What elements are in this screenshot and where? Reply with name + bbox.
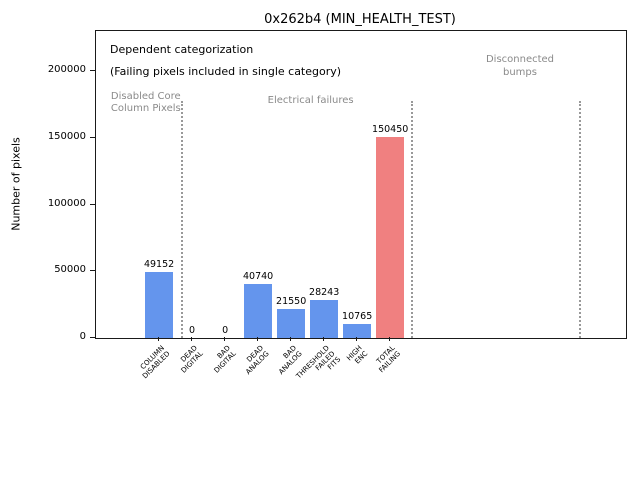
bar-value-label: 10765 [342,310,373,322]
annotation-note: Dependent categorization (Failing pixels… [110,39,341,83]
y-tick-mark [90,70,95,72]
bar-5 [310,300,338,338]
x-tick-label: DEAD ANALOG [244,344,271,377]
x-tick-mark [323,337,325,341]
region-label: Electrical failures [267,95,354,107]
chart-title: 0x262b4 (MIN_HEALTH_TEST) [264,12,456,27]
y-tick-mark [90,337,95,338]
x-tick-mark [224,337,226,341]
bar-value-label: 49152 [143,259,175,271]
y-tick-mark [90,136,95,138]
y-tick-label: 200000 [47,64,86,76]
x-tick-mark [356,337,358,341]
y-tick-label: 100000 [47,197,86,209]
x-tick-label: HIGH ENC [345,344,370,366]
y-tick-mark [90,270,95,272]
bar-value-label: 40740 [243,270,274,282]
x-tick-mark [191,337,193,341]
category-separator-line [578,101,581,338]
bar-value-label: 0 [222,325,229,336]
x-tick-mark [389,337,391,341]
bar-value-label: 28243 [309,287,340,299]
region-label: Disconnected bumps [485,54,555,78]
x-tick-mark [158,337,160,341]
y-axis-label: Number of pixels [9,137,23,231]
bar-3 [244,283,272,338]
category-separator-line [410,101,413,338]
y-tick-label: 150000 [47,130,86,142]
bar-6 [343,323,371,338]
x-tick-label: DEAD DIGITAL [178,344,205,375]
x-tick-label: THRESHOLD FAILED FITS [294,344,343,381]
bar-0 [145,272,173,338]
x-tick-label: COLUMN DISABLED [138,344,172,381]
y-tick-label: 50000 [54,264,86,276]
bar-4 [277,309,305,338]
bar-value-label: 21550 [276,296,307,308]
bar-value-label: 0 [189,325,196,336]
x-tick-label: BAD DIGITAL [212,344,238,375]
x-tick-mark [257,337,259,341]
y-tick-label: 0 [79,331,86,342]
plot-area: Dependent categorization (Failing pixels… [95,30,627,339]
annotation-note-line1: Dependent categorization [110,43,254,56]
annotation-note-line2: (Failing pixels included in single categ… [110,65,342,78]
bar-value-label: 150450 [372,124,409,136]
x-tick-mark [290,337,292,341]
bar-7 [376,137,404,338]
region-label: Disabled Core Column Pixels [110,90,181,115]
y-tick-mark [90,203,95,205]
x-tick-label: TOTAL FAILING [375,344,403,375]
category-separator-line [180,101,183,338]
